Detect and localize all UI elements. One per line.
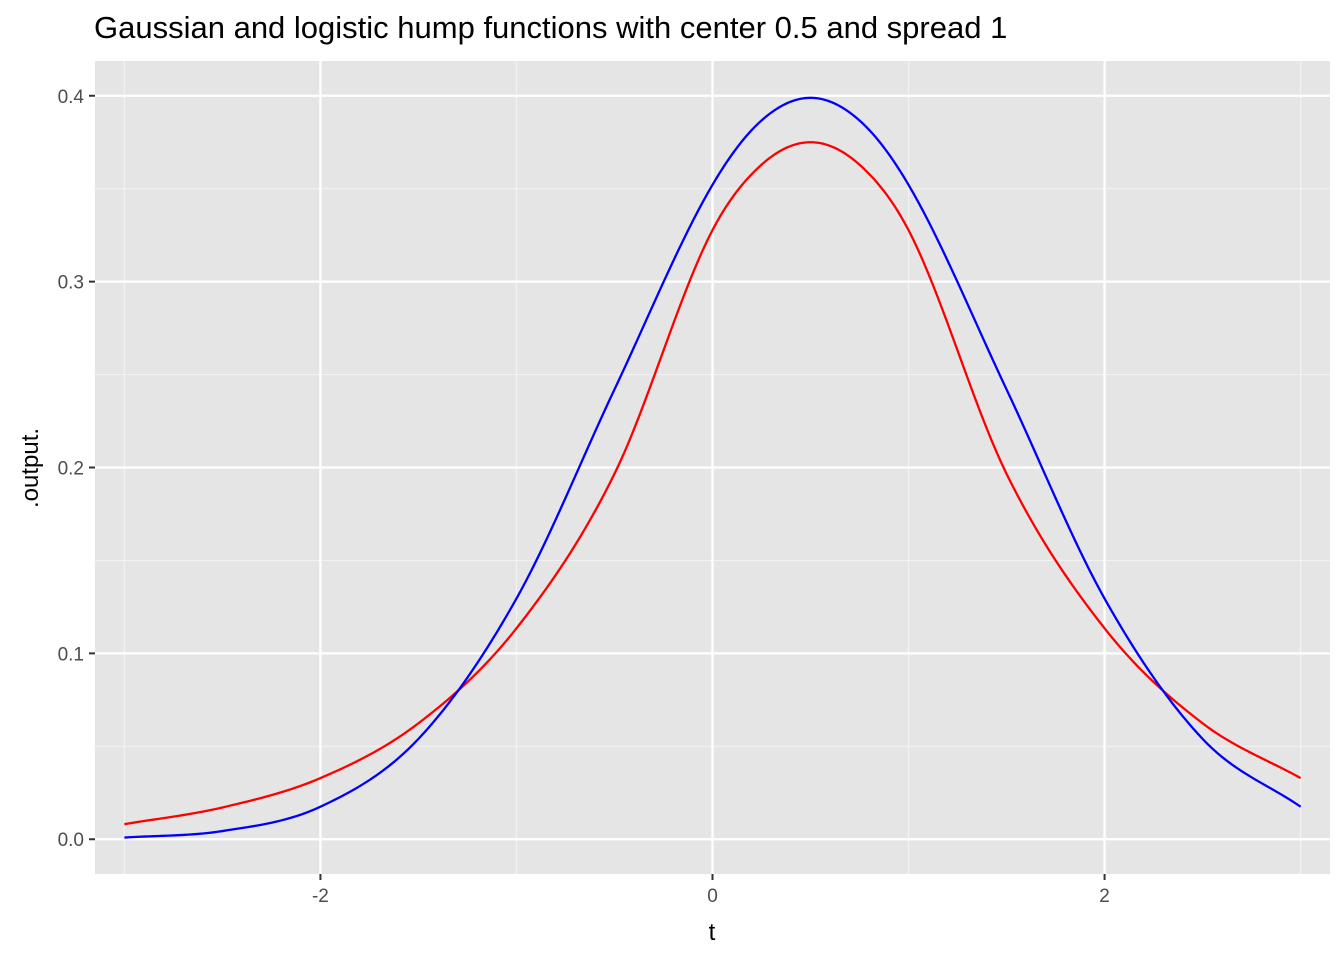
- series-line-blue: [124, 96, 1302, 839]
- x-axis-title: t: [709, 919, 716, 946]
- y-tick-label: 0.2: [58, 459, 84, 480]
- series-line-red: [124, 141, 1302, 826]
- y-tick-label: 0.3: [58, 273, 84, 294]
- x-tick-label: 2: [1099, 886, 1110, 907]
- x-tick-label: 0: [707, 886, 718, 907]
- y-tick-label: 0.4: [58, 87, 85, 108]
- x-tick-label: -2: [312, 886, 329, 907]
- axis-ticks: [89, 94, 1106, 880]
- y-axis-title: .output.: [17, 428, 44, 508]
- axis-tick-labels: -2 0 2 0.0 0.1 0.2 0.3 0.4: [58, 87, 1110, 907]
- chart-title: Gaussian and logistic hump functions wit…: [94, 10, 1008, 45]
- series-lines: [124, 96, 1302, 839]
- major-gridlines: [95, 61, 1330, 874]
- y-tick-label: 0.0: [58, 830, 84, 851]
- y-tick-label: 0.1: [58, 644, 84, 665]
